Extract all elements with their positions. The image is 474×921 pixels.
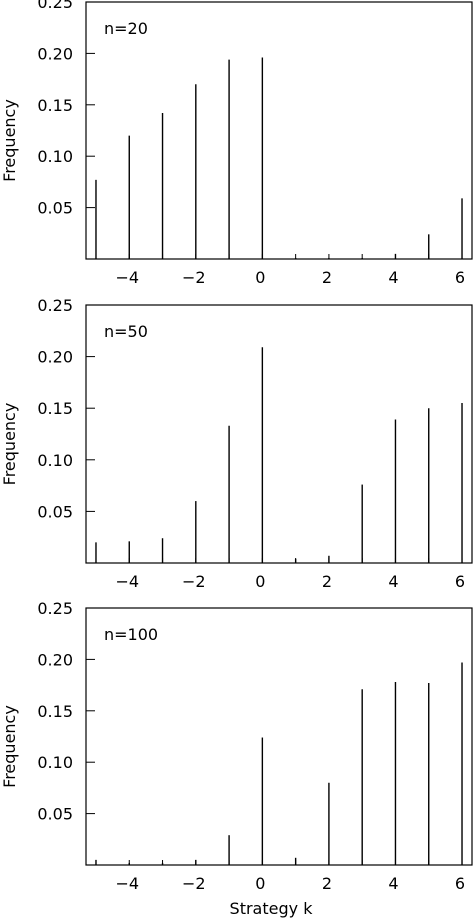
x-tick-label: −4 xyxy=(115,572,139,591)
x-tick-label: 6 xyxy=(455,572,465,591)
x-tick-label: 6 xyxy=(455,268,465,287)
y-tick-label: 0.25 xyxy=(37,599,73,618)
y-tick-label: 0.20 xyxy=(37,650,73,669)
panel-annotation: n=100 xyxy=(104,625,158,644)
panel-annotation: n=20 xyxy=(104,19,148,38)
y-tick-label: 0.15 xyxy=(37,399,73,418)
y-tick-label: 0.10 xyxy=(37,451,73,470)
x-axis-label: Strategy k xyxy=(230,899,314,918)
y-tick-label: 0.25 xyxy=(37,296,73,315)
x-tick-label: 0 xyxy=(255,268,265,287)
y-axis-label: Frequency xyxy=(0,99,19,182)
x-tick-label: 4 xyxy=(388,268,398,287)
y-tick-label: 0.05 xyxy=(37,502,73,521)
y-axis-label: Frequency xyxy=(0,403,19,486)
x-tick-label: 4 xyxy=(388,572,398,591)
x-tick-label: 0 xyxy=(255,572,265,591)
x-tick-label: −2 xyxy=(182,572,206,591)
y-tick-label: 0.15 xyxy=(37,702,73,721)
y-tick-label: 0.05 xyxy=(37,199,73,218)
y-tick-label: 0.20 xyxy=(37,348,73,367)
axes-frame xyxy=(85,1,473,260)
x-tick-label: 2 xyxy=(322,268,332,287)
x-tick-label: −2 xyxy=(182,874,206,893)
y-tick-label: 0.05 xyxy=(37,805,73,824)
x-tick-label: 0 xyxy=(255,874,265,893)
y-tick-label: 0.15 xyxy=(37,96,73,115)
chart-panel-1: 0.05 0.10 0.15 0.20 0.25 −4 −2 0 2 4 6 n=20 Frequenc… xyxy=(0,0,473,287)
panel-annotation: n=50 xyxy=(104,322,148,341)
x-tick-label: 2 xyxy=(322,874,332,893)
x-tick-label: −4 xyxy=(115,268,139,287)
y-tick-label: 0.20 xyxy=(37,44,73,63)
y-tick-label: 0.10 xyxy=(37,753,73,772)
x-tick-label: 4 xyxy=(388,874,398,893)
x-tick-label: −2 xyxy=(182,268,206,287)
x-tick-label: 6 xyxy=(455,874,465,893)
axes-frame xyxy=(85,607,473,866)
chart-panel-2: 0.05 0.10 0.15 0.20 0.25 −4 −2 0 2 4 6 n=50 Frequenc… xyxy=(0,296,473,591)
y-tick-label: 0.25 xyxy=(37,0,73,12)
x-tick-label: −4 xyxy=(115,874,139,893)
axes-frame xyxy=(85,304,473,564)
y-tick-label: 0.10 xyxy=(37,147,73,166)
x-tick-label: 2 xyxy=(322,572,332,591)
y-axis-label: Frequency xyxy=(0,705,19,788)
chart-panel-3: 0.05 0.10 0.15 0.20 0.25 −4 −2 0 2 4 6 n=100 Frequen… xyxy=(0,599,473,918)
